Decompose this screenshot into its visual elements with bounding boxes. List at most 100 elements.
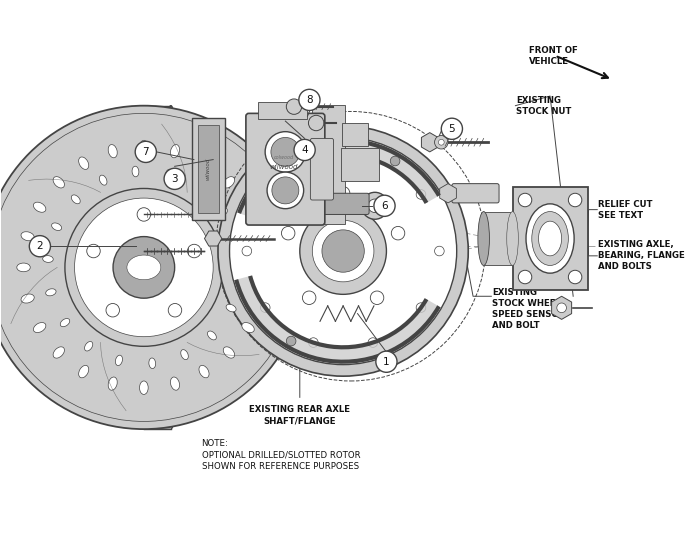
Circle shape [416, 303, 426, 312]
FancyBboxPatch shape [144, 125, 176, 410]
Circle shape [435, 135, 448, 149]
Circle shape [300, 208, 386, 294]
Ellipse shape [241, 322, 254, 332]
Circle shape [370, 291, 384, 305]
Circle shape [168, 304, 182, 317]
Circle shape [260, 303, 270, 312]
Ellipse shape [52, 223, 62, 230]
Text: 3: 3 [172, 174, 178, 184]
Text: RELIEF CUT
SEE TEXT: RELIEF CUT SEE TEXT [598, 200, 652, 220]
Ellipse shape [21, 294, 34, 303]
FancyBboxPatch shape [198, 125, 219, 214]
Ellipse shape [99, 175, 107, 185]
Ellipse shape [526, 204, 574, 273]
Ellipse shape [271, 138, 300, 166]
Polygon shape [239, 140, 439, 218]
FancyBboxPatch shape [312, 105, 345, 224]
FancyBboxPatch shape [144, 105, 171, 429]
FancyBboxPatch shape [341, 148, 379, 181]
Text: wilwood: wilwood [270, 164, 298, 170]
Ellipse shape [71, 195, 80, 204]
Text: 2: 2 [36, 241, 43, 251]
Circle shape [87, 244, 100, 258]
Circle shape [242, 246, 252, 256]
Circle shape [337, 186, 350, 200]
Circle shape [309, 155, 318, 164]
FancyBboxPatch shape [484, 211, 514, 265]
FancyBboxPatch shape [512, 186, 587, 290]
Ellipse shape [139, 140, 148, 154]
Text: 1: 1 [383, 357, 390, 367]
Text: EXISTING
STOCK WHEEL
SPEED SENSOR
AND BOLT: EXISTING STOCK WHEEL SPEED SENSOR AND BO… [492, 287, 566, 330]
Circle shape [438, 139, 444, 145]
Ellipse shape [171, 377, 179, 390]
Circle shape [299, 89, 320, 110]
Circle shape [113, 236, 175, 298]
FancyBboxPatch shape [246, 113, 325, 225]
Circle shape [368, 155, 378, 164]
Ellipse shape [127, 255, 161, 280]
Ellipse shape [85, 341, 92, 351]
FancyBboxPatch shape [342, 123, 368, 146]
Ellipse shape [253, 294, 267, 303]
FancyBboxPatch shape [310, 138, 333, 200]
Ellipse shape [538, 221, 561, 256]
Text: 6: 6 [382, 201, 388, 211]
Circle shape [309, 115, 324, 131]
Ellipse shape [43, 256, 53, 263]
Ellipse shape [139, 381, 148, 395]
Circle shape [286, 99, 302, 114]
Ellipse shape [199, 365, 209, 378]
Circle shape [230, 138, 456, 365]
Ellipse shape [46, 289, 56, 296]
Ellipse shape [165, 169, 172, 180]
Ellipse shape [17, 263, 30, 272]
Ellipse shape [53, 347, 64, 358]
Text: 8: 8 [306, 95, 313, 105]
Circle shape [556, 303, 566, 312]
Circle shape [374, 195, 395, 216]
Circle shape [518, 270, 532, 284]
Polygon shape [236, 276, 439, 362]
Circle shape [218, 126, 468, 376]
Ellipse shape [223, 176, 235, 188]
Text: EXISTING AXLE,
BEARING, FLANGE
AND BOLTS: EXISTING AXLE, BEARING, FLANGE AND BOLTS [598, 240, 685, 271]
Circle shape [391, 226, 405, 240]
Circle shape [137, 208, 150, 221]
Ellipse shape [507, 211, 518, 265]
Text: wilwood: wilwood [206, 158, 211, 180]
Ellipse shape [149, 358, 155, 369]
Text: EXISTING
STOCK BOLT: EXISTING STOCK BOLT [66, 229, 125, 249]
Text: 5: 5 [449, 124, 455, 134]
Circle shape [376, 351, 397, 372]
Ellipse shape [21, 232, 34, 241]
Ellipse shape [181, 350, 188, 360]
Text: FRONT OF
VEHICLE: FRONT OF VEHICLE [529, 46, 578, 65]
Circle shape [361, 193, 388, 219]
Circle shape [518, 193, 532, 207]
Ellipse shape [195, 184, 203, 193]
Ellipse shape [253, 232, 267, 241]
Ellipse shape [171, 144, 179, 158]
FancyBboxPatch shape [452, 184, 499, 203]
Circle shape [188, 244, 201, 258]
Circle shape [322, 230, 364, 272]
Text: EXISTING REAR AXLE
SHAFT/FLANGE: EXISTING REAR AXLE SHAFT/FLANGE [249, 405, 350, 425]
Ellipse shape [272, 177, 299, 204]
Ellipse shape [160, 105, 181, 429]
Ellipse shape [478, 211, 489, 265]
Ellipse shape [60, 319, 70, 327]
Circle shape [260, 190, 270, 199]
Circle shape [391, 156, 400, 166]
Ellipse shape [132, 166, 139, 177]
Circle shape [312, 220, 374, 282]
Ellipse shape [207, 331, 216, 340]
Circle shape [568, 270, 582, 284]
Ellipse shape [232, 239, 242, 246]
Ellipse shape [218, 208, 228, 216]
Ellipse shape [108, 144, 117, 158]
Ellipse shape [265, 132, 306, 172]
Text: NOTE:
OPTIONAL DRILLED/SLOTTED ROTOR
SHOWN FOR REFERENCE PURPOSES: NOTE: OPTIONAL DRILLED/SLOTTED ROTOR SHO… [202, 439, 360, 471]
Ellipse shape [241, 202, 254, 212]
Circle shape [135, 142, 156, 163]
